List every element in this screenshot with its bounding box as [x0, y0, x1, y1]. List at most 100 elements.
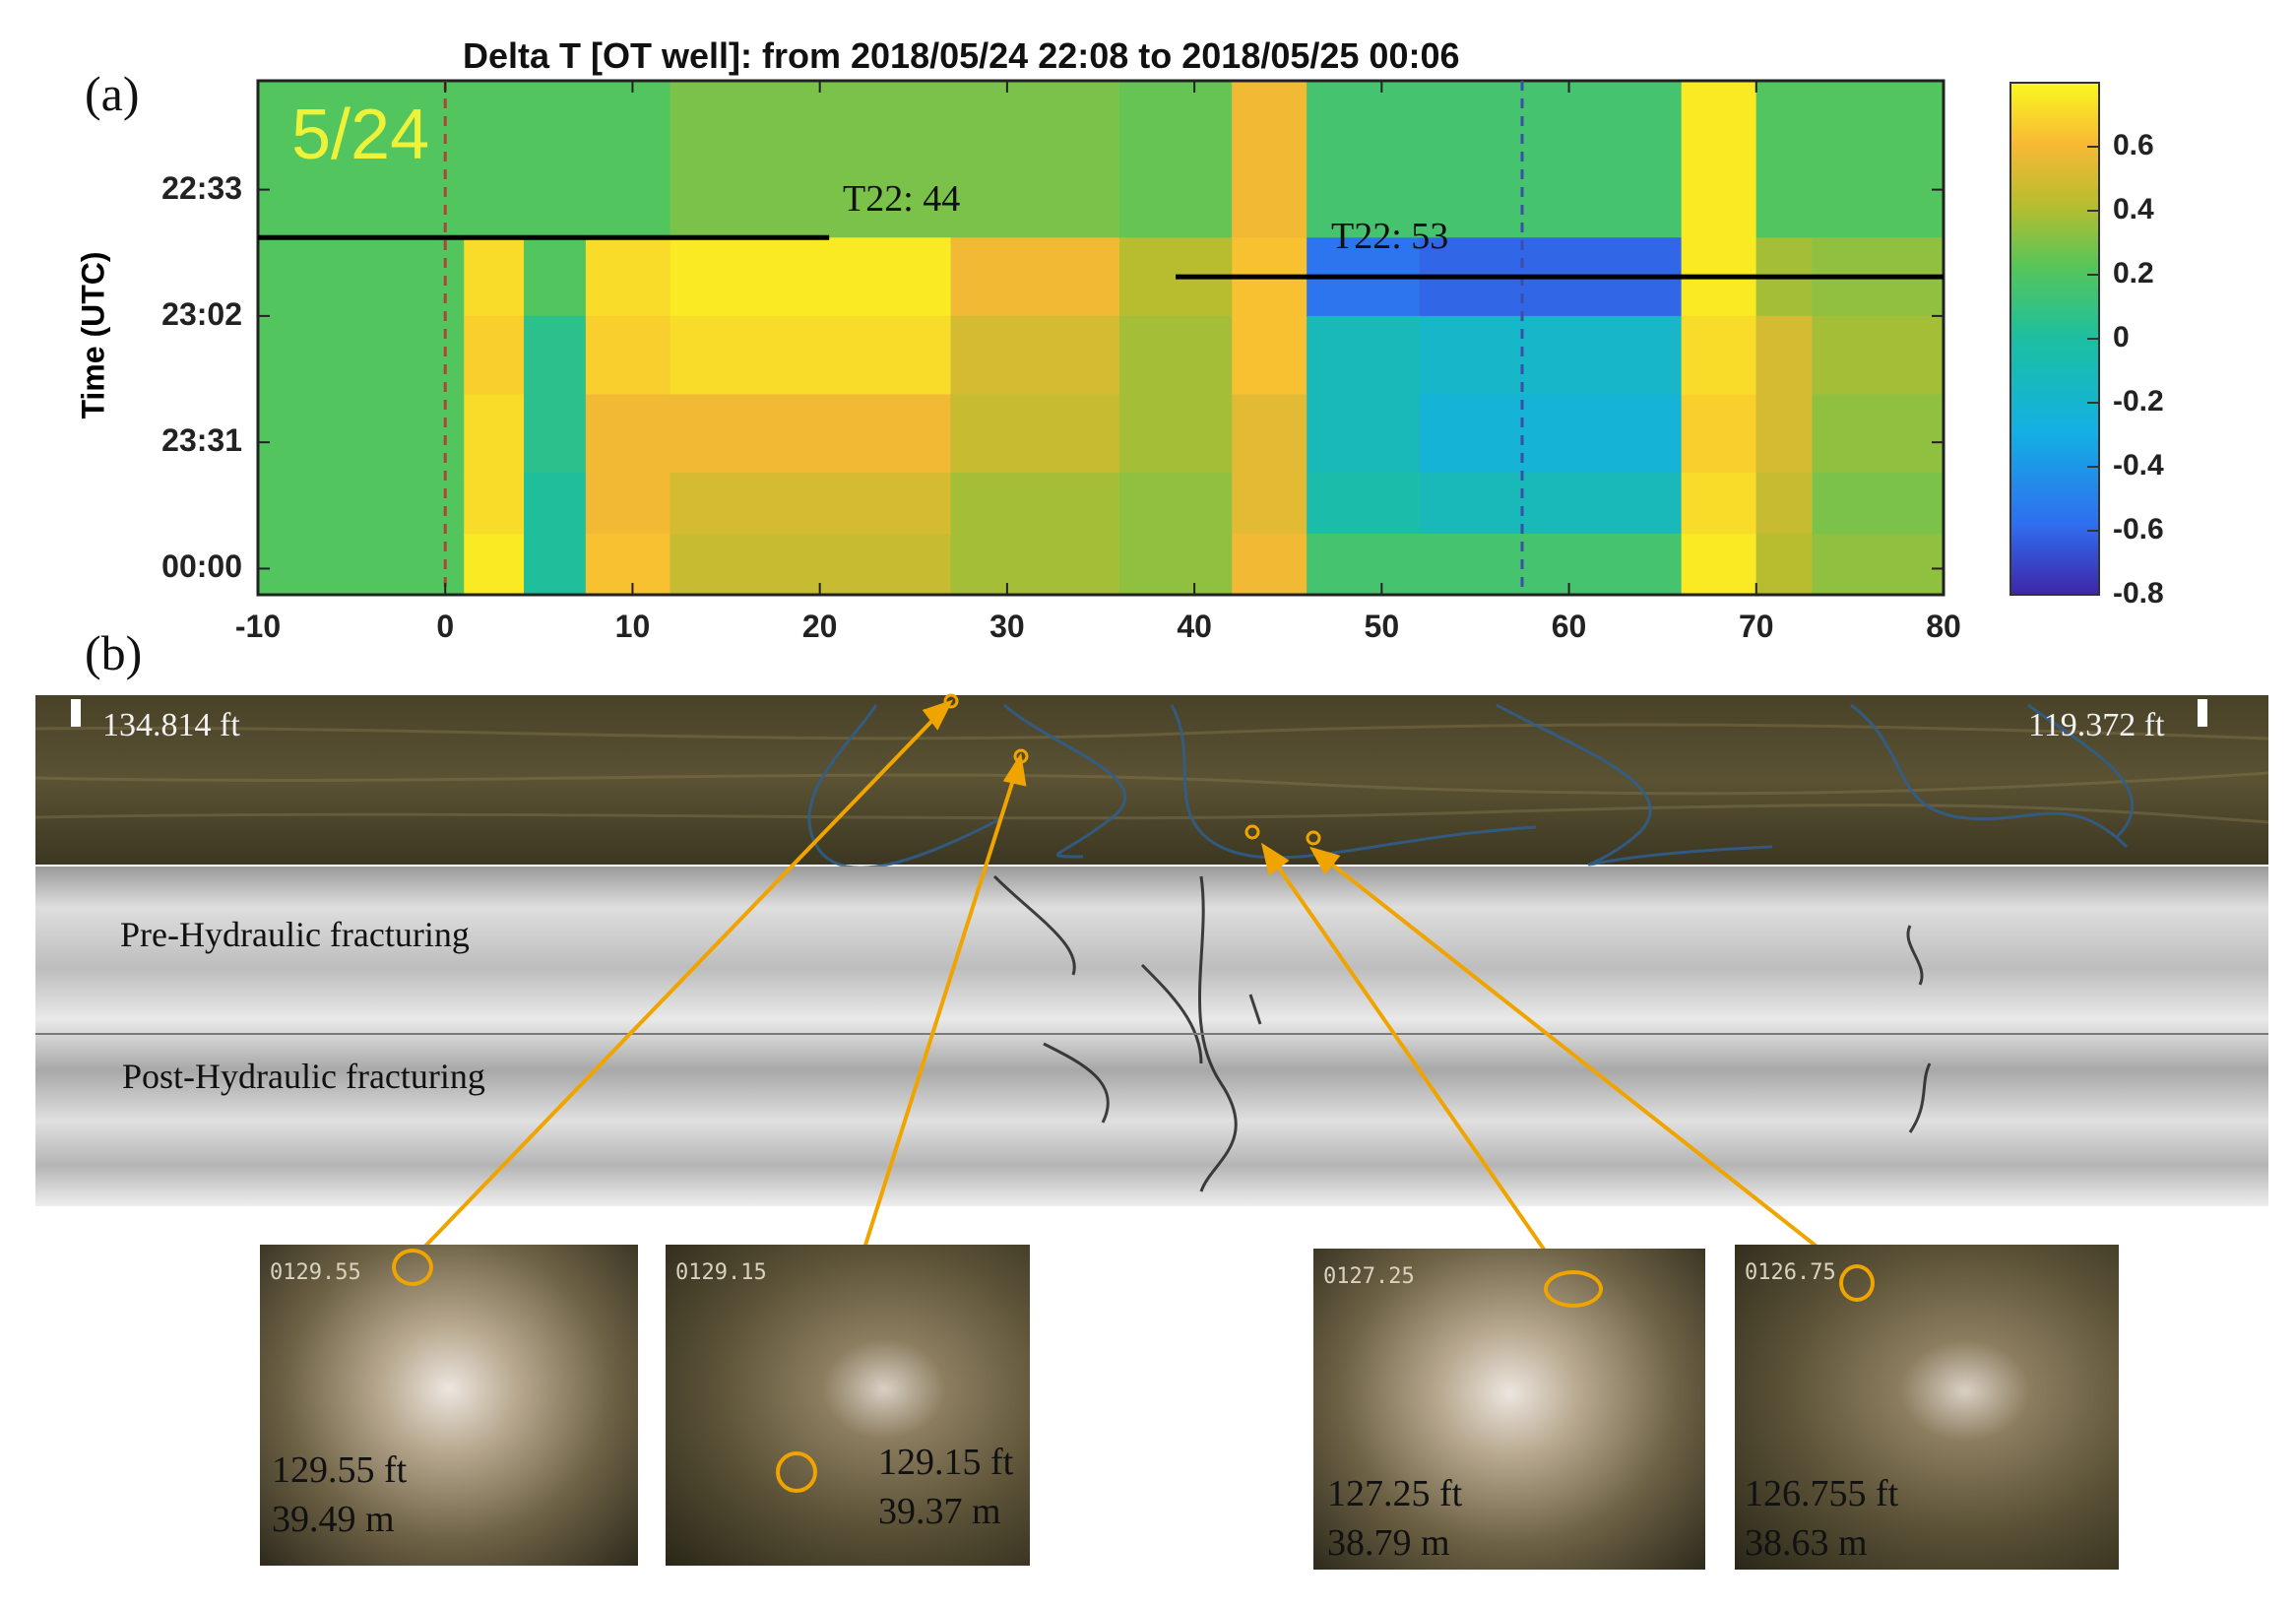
heatmap-cell-9-4: [1419, 473, 1682, 535]
fracture-traces: [807, 703, 2134, 869]
heatmap-cell-5-2: [950, 315, 1120, 396]
annotation-t22-53: T22: 53: [1331, 216, 1449, 257]
heatmap-cell-7-4: [1232, 473, 1307, 535]
heatmap-cell-4-2: [670, 315, 951, 396]
x-tick-label-6: 50: [1364, 609, 1400, 644]
colorbar-tick-label-1: 0.4: [2113, 193, 2154, 225]
heatmap-cell-2-2: [524, 315, 586, 396]
heatmap-cell-2-1: [524, 237, 586, 317]
x-tick-label-5: 40: [1177, 609, 1212, 644]
photo-1-marker: [392, 1249, 433, 1286]
heatmap-cell-2-3: [524, 394, 586, 474]
x-tick-label-0: -10: [234, 609, 282, 644]
heatmap-cell-11-3: [1755, 394, 1813, 474]
y-tick-label-1: 23:02: [161, 295, 242, 332]
heatmap-cell-12-3: [1812, 394, 1944, 474]
heatmap-cell-1-0: [464, 81, 525, 238]
heatmap-cell-9-5: [1419, 534, 1682, 596]
heatmap-cell-1-4: [464, 473, 525, 535]
photo-4-ft: 126.755 ft: [1745, 1473, 1899, 1514]
heatmap-cell-0-0: [258, 81, 465, 238]
plot-frame: [256, 79, 1945, 597]
photo-3-marker: [1544, 1270, 1603, 1308]
chart-title: Delta T [OT well]: from 2018/05/24 22:08…: [463, 35, 1460, 76]
heatmap-cell-4-1: [670, 237, 951, 317]
x-tick-label-1: 0: [436, 609, 455, 644]
heatmap-cell-5-3: [950, 394, 1120, 474]
heatmap-cell-0-2: [258, 315, 465, 396]
y-tick-marks: [258, 188, 1944, 570]
heatmap-cell-5-0: [950, 81, 1120, 238]
heatmap-cell-9-2: [1419, 315, 1682, 396]
heatmap-cell-8-5: [1307, 534, 1420, 596]
borehole-photo-2: 0129.15 129.15 ft 39.37 m: [666, 1245, 1030, 1566]
photo-1-ft: 129.55 ft: [272, 1449, 408, 1491]
photo-4-m: 38.63 m: [1745, 1522, 1868, 1564]
x-tick-marks: [257, 81, 1945, 595]
x-tick-label-4: 30: [989, 609, 1025, 644]
heatmap-cell-0-4: [258, 473, 465, 535]
y-axis-title: Time (UTC): [75, 251, 111, 419]
borehole-photo-3: 0127.25 127.25 ft 38.79 m: [1313, 1249, 1705, 1570]
borehole-photo-4: 0126.75 126.755 ft 38.63 m: [1735, 1245, 2119, 1570]
heatmap-cell-10-2: [1681, 315, 1756, 396]
borehole-photo-1: 0129.55 129.55 ft 39.49 m: [260, 1245, 638, 1566]
heatmap-cell-10-5: [1681, 534, 1756, 596]
y-tick-label-0: 22:33: [161, 169, 242, 206]
heatmap-cell-12-0: [1812, 81, 1944, 238]
heatmap-cell-9-3: [1419, 394, 1682, 474]
heatmap-cell-11-5: [1755, 534, 1813, 596]
heatmap-cell-3-2: [585, 315, 670, 396]
heatmap-cell-5-1: [950, 237, 1120, 317]
heatmap-cell-8-2: [1307, 315, 1420, 396]
colorbar-tick-label-5: -0.4: [2113, 449, 2164, 482]
optical-strip: [35, 695, 2268, 865]
photo-4-caption: 126.755 ft 38.63 m: [1745, 1469, 1898, 1568]
heatmap-cell-4-5: [670, 534, 951, 596]
photo-3-m: 38.79 m: [1327, 1522, 1450, 1564]
borehole-strips: [34, 695, 2269, 1206]
heatmap-cell-5-5: [950, 534, 1120, 596]
heatmap-cell-2-4: [524, 473, 586, 535]
heatmap-cell-10-3: [1681, 394, 1756, 474]
x-tick-label-3: 20: [801, 609, 838, 644]
x-tick-label-8: 70: [1738, 609, 1774, 644]
heatmap-cell-2-5: [524, 534, 586, 596]
heatmap-cell-7-5: [1232, 534, 1307, 596]
heatmap-cell-12-5: [1812, 534, 1944, 596]
colorbar: [2009, 82, 2100, 596]
heatmap-cell-8-3: [1307, 394, 1420, 474]
heatmap-cell-8-0: [1307, 81, 1420, 238]
post-fracturing-label: Post-Hydraulic fracturing: [122, 1057, 485, 1096]
y-tick-label-3: 00:00: [161, 548, 242, 585]
heatmap-cell-3-5: [585, 534, 670, 596]
panel-a-label: (a): [85, 66, 140, 121]
heatmap-cell-1-5: [464, 534, 525, 596]
heatmap-cell-5-4: [950, 473, 1120, 535]
dashed-lines: [443, 81, 1524, 595]
heatmap-cell-1-1: [464, 237, 525, 317]
heatmap-cell-11-2: [1755, 315, 1813, 396]
photo-4-marker: [1839, 1264, 1875, 1302]
heatmap-cell-3-4: [585, 473, 670, 535]
heatmap-cell-4-3: [670, 394, 951, 474]
colorbar-tick-label-6: -0.6: [2113, 513, 2164, 546]
heatmap-cell-4-0: [670, 81, 951, 238]
photo-3-stamp: 0127.25: [1323, 1264, 1415, 1289]
photo-3-caption: 127.25 ft 38.79 m: [1327, 1469, 1462, 1568]
depth-left-label: 134.814 ft: [102, 707, 240, 743]
heatmap-cell-3-1: [585, 237, 670, 317]
photo-4-stamp: 0126.75: [1745, 1260, 1836, 1285]
y-tick-label-2: 23:31: [161, 422, 242, 459]
colorbar-tick-label-0: 0.6: [2113, 129, 2154, 161]
colorbar-tick-label-4: -0.2: [2113, 385, 2164, 418]
depth-right-label: 119.372 ft: [2028, 707, 2165, 743]
photo-1-m: 39.49 m: [272, 1499, 395, 1540]
heatmap-cell-2-0: [524, 81, 586, 238]
heatmap-cell-3-3: [585, 394, 670, 474]
annotation-lines: [258, 234, 1944, 280]
heatmap-cell-1-3: [464, 394, 525, 474]
heatmap-cell-7-2: [1232, 315, 1307, 396]
heatmap-cell-7-3: [1232, 394, 1307, 474]
